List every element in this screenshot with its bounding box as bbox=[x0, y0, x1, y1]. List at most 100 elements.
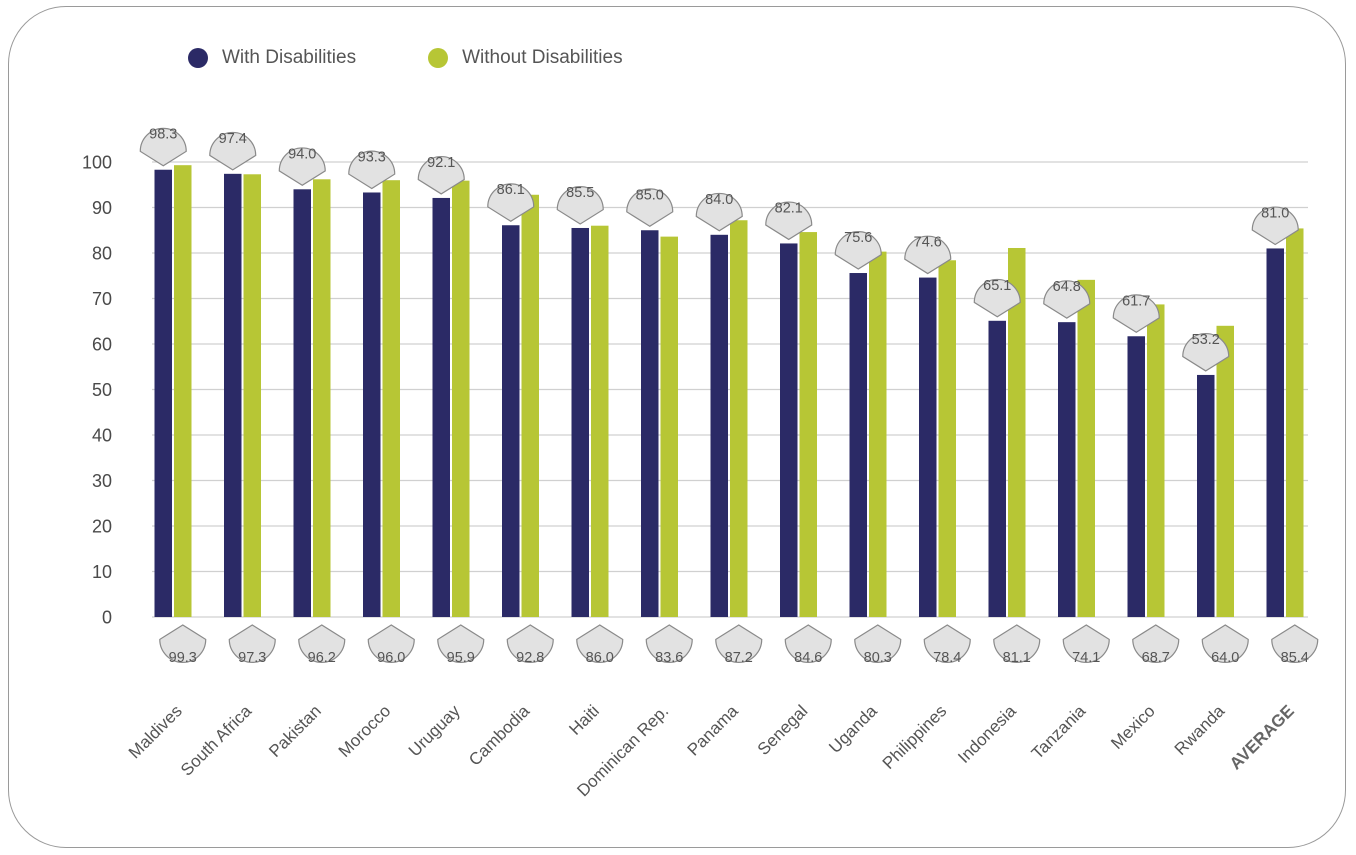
data-label-without-disabilities: 78.4 bbox=[933, 650, 961, 666]
callout-with-disabilities bbox=[278, 147, 326, 187]
category-label: Cambodia bbox=[465, 701, 534, 770]
bar-with-disabilities-average bbox=[1266, 248, 1284, 617]
category-label: Morocco bbox=[335, 701, 395, 761]
callout-without-disabilities bbox=[784, 624, 832, 663]
data-label-without-disabilities: 64.0 bbox=[1211, 650, 1239, 666]
category-label: Senegal bbox=[754, 701, 812, 759]
category-label: Uruguay bbox=[405, 701, 464, 760]
callout-without-disabilities bbox=[506, 624, 554, 663]
category-label: Philippines bbox=[879, 701, 951, 773]
callout-without-disabilities bbox=[367, 624, 415, 663]
bar-without-disabilities-dominican-rep bbox=[660, 236, 678, 617]
callout-with-disabilities bbox=[1182, 333, 1230, 372]
y-tick-label: 80 bbox=[92, 244, 112, 264]
data-label-without-disabilities: 80.3 bbox=[864, 650, 892, 666]
y-tick-label: 70 bbox=[92, 289, 112, 309]
bar-without-disabilities-philippines bbox=[938, 260, 956, 617]
data-label-with-disabilities: 93.3 bbox=[358, 149, 386, 165]
callout-without-disabilities bbox=[1201, 624, 1249, 663]
y-tick-label: 50 bbox=[92, 380, 112, 400]
bar-without-disabilities-mexico bbox=[1147, 304, 1165, 617]
callout-with-disabilities bbox=[556, 186, 604, 225]
data-label-with-disabilities: 64.8 bbox=[1053, 279, 1081, 295]
callout-with-disabilities bbox=[1112, 294, 1160, 333]
data-label-with-disabilities: 97.4 bbox=[219, 131, 247, 147]
y-tick-label: 90 bbox=[92, 198, 112, 218]
legend-swatch-without-disabilities bbox=[428, 48, 449, 68]
bar-with-disabilities-maldives bbox=[154, 169, 172, 618]
y-tick-label: 10 bbox=[92, 562, 112, 582]
callout-without-disabilities bbox=[993, 624, 1041, 663]
category-label: Panama bbox=[684, 701, 743, 760]
data-label-without-disabilities: 97.3 bbox=[238, 650, 266, 666]
bar-with-disabilities-morocco bbox=[363, 192, 381, 618]
bar-with-disabilities-mexico bbox=[1127, 336, 1145, 617]
data-label-with-disabilities: 75.6 bbox=[844, 230, 872, 246]
bar-without-disabilities-tanzania bbox=[1077, 279, 1095, 617]
category-label: South Africa bbox=[177, 701, 256, 780]
data-label-with-disabilities: 84.0 bbox=[705, 192, 733, 208]
bar-with-disabilities-indonesia bbox=[988, 320, 1006, 617]
data-label-without-disabilities: 99.3 bbox=[169, 650, 197, 666]
y-tick-label: 60 bbox=[92, 335, 112, 355]
legend-label-without-disabilities: Without Disabilities bbox=[462, 47, 623, 68]
bar-with-disabilities-tanzania bbox=[1058, 322, 1076, 617]
bar-with-disabilities-dominican-rep bbox=[641, 230, 659, 617]
data-label-without-disabilities: 85.4 bbox=[1281, 650, 1309, 666]
data-label-without-disabilities: 92.8 bbox=[516, 650, 544, 666]
callout-without-disabilities bbox=[923, 624, 971, 663]
category-label: Uganda bbox=[825, 701, 881, 757]
data-label-with-disabilities: 85.5 bbox=[566, 185, 594, 201]
data-label-with-disabilities: 82.1 bbox=[775, 200, 803, 216]
category-label: Rwanda bbox=[1171, 701, 1229, 759]
data-label-with-disabilities: 65.1 bbox=[983, 278, 1011, 294]
bar-with-disabilities-cambodia bbox=[502, 225, 520, 617]
callout-with-disabilities bbox=[695, 192, 743, 232]
bar-without-disabilities-cambodia bbox=[521, 194, 539, 617]
data-label-with-disabilities: 61.7 bbox=[1122, 293, 1150, 309]
data-label-without-disabilities: 95.9 bbox=[447, 650, 475, 666]
y-tick-label: 30 bbox=[92, 471, 112, 491]
callout-with-disabilities bbox=[209, 131, 257, 171]
callout-with-disabilities bbox=[904, 235, 952, 275]
data-label-without-disabilities: 96.2 bbox=[308, 650, 336, 666]
data-label-without-disabilities: 87.2 bbox=[725, 650, 753, 666]
callout-with-disabilities bbox=[487, 183, 535, 222]
callout-with-disabilities bbox=[348, 150, 396, 190]
data-label-with-disabilities: 74.6 bbox=[914, 235, 942, 251]
callout-without-disabilities bbox=[715, 624, 763, 663]
bar-without-disabilities-morocco bbox=[382, 180, 400, 617]
bar-without-disabilities-average bbox=[1286, 228, 1304, 617]
callout-without-disabilities bbox=[298, 624, 346, 663]
data-label-without-disabilities: 81.1 bbox=[1003, 650, 1031, 666]
callout-with-disabilities bbox=[834, 231, 882, 270]
bar-without-disabilities-uruguay bbox=[452, 180, 470, 617]
y-tick-label: 0 bbox=[102, 608, 112, 628]
callout-without-disabilities bbox=[645, 624, 693, 663]
bar-with-disabilities-uganda bbox=[849, 273, 867, 617]
category-label: Pakistan bbox=[265, 701, 325, 761]
legend-swatch-with-disabilities bbox=[188, 48, 208, 68]
data-label-with-disabilities: 81.0 bbox=[1261, 205, 1289, 221]
y-tick-label: 100 bbox=[82, 153, 112, 173]
bar-with-disabilities-panama bbox=[710, 234, 728, 618]
bar-without-disabilities-indonesia bbox=[1008, 247, 1026, 617]
callout-without-disabilities bbox=[1132, 624, 1180, 663]
bar-with-disabilities-south-africa bbox=[224, 173, 242, 617]
bar-without-disabilities-haiti bbox=[591, 225, 609, 617]
data-label-without-disabilities: 96.0 bbox=[377, 650, 405, 666]
bar-without-disabilities-south-africa bbox=[243, 174, 261, 617]
bar-without-disabilities-uganda bbox=[869, 251, 887, 617]
data-label-without-disabilities: 86.0 bbox=[586, 650, 614, 666]
data-label-with-disabilities: 92.1 bbox=[427, 155, 455, 171]
callout-with-disabilities bbox=[417, 156, 465, 195]
data-label-with-disabilities: 86.1 bbox=[497, 182, 525, 198]
callout-with-disabilities bbox=[973, 278, 1021, 318]
callout-with-disabilities bbox=[626, 188, 674, 227]
data-label-with-disabilities: 53.2 bbox=[1192, 332, 1220, 348]
callout-without-disabilities bbox=[437, 624, 485, 663]
callout-without-disabilities bbox=[1271, 624, 1319, 663]
bar-with-disabilities-philippines bbox=[919, 277, 937, 617]
legend-item-with-disabilities: With Disabilities bbox=[188, 47, 356, 69]
